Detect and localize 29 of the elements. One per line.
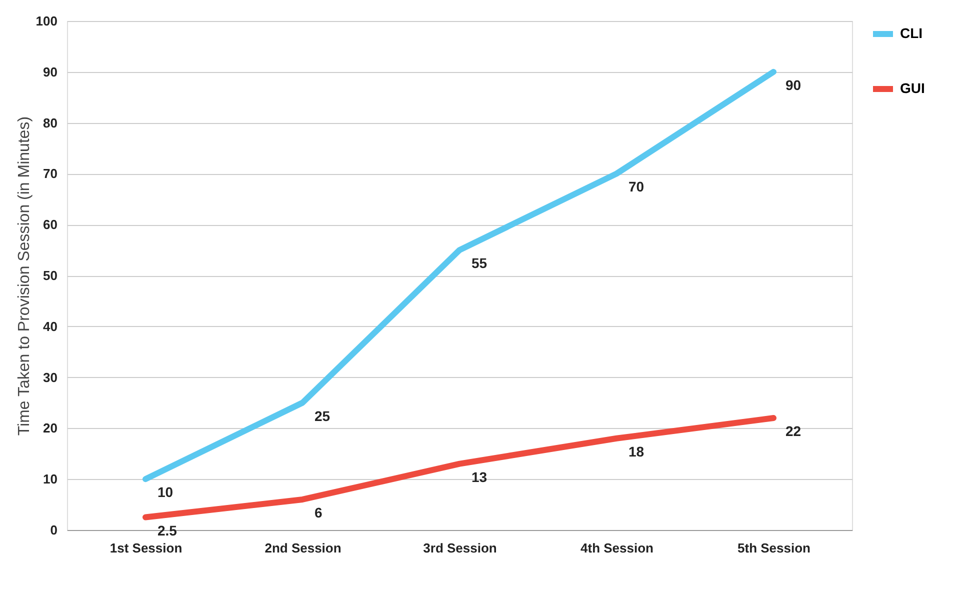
data-label: 70 — [628, 178, 644, 195]
y-tick-label: 70 — [43, 166, 58, 182]
y-axis-title: Time Taken to Provision Session (in Minutes) — [16, 116, 33, 436]
y-tick-label: 0 — [50, 522, 58, 538]
legend-label: GUI — [900, 80, 925, 96]
y-tick-label: 80 — [43, 115, 58, 130]
y-tick-label: 20 — [43, 420, 58, 436]
data-label: 2.5 — [158, 522, 178, 538]
data-label: 10 — [158, 484, 174, 500]
y-tick-label: 100 — [36, 14, 58, 28]
data-label: 90 — [786, 76, 802, 93]
data-label: 18 — [628, 443, 644, 460]
y-tick-label: 10 — [43, 472, 58, 487]
y-tick-label: 30 — [43, 370, 58, 385]
x-tick-label: 2nd Session — [264, 540, 342, 556]
x-tick-label: 5th Session — [738, 540, 811, 556]
y-tick-label: 90 — [43, 64, 58, 80]
data-label: 6 — [314, 504, 322, 520]
x-tick-label: 4th Session — [580, 540, 654, 556]
x-tick-label: 3rd Session — [423, 540, 497, 556]
data-label: 22 — [786, 423, 802, 440]
y-tick-label: 50 — [43, 268, 58, 283]
x-tick-label: 1st Session — [110, 540, 182, 556]
y-tick-label: 60 — [43, 217, 58, 232]
legend-label: CLI — [900, 25, 923, 41]
y-tick-label: 40 — [43, 318, 58, 334]
data-label: 55 — [472, 255, 488, 272]
data-label: 13 — [472, 468, 488, 485]
data-label: 25 — [314, 408, 330, 424]
